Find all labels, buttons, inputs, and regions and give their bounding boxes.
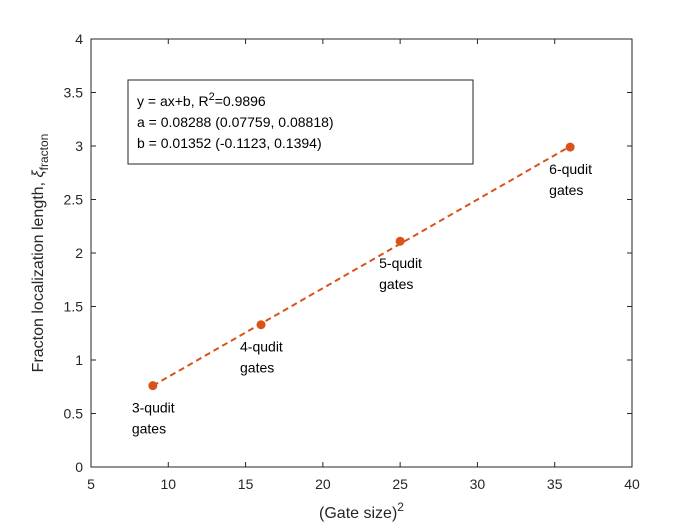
point-annotation-label: 6-qudit	[549, 161, 592, 177]
x-axis-label-superscript: 2	[397, 500, 404, 514]
data-point	[148, 381, 158, 391]
y-tick-label: 1.5	[64, 299, 84, 315]
y-axis-ticks: 0 0.5 1 1.5 2 2.5 3 3.5 4	[64, 31, 632, 475]
y-axis-label-subscript: fracton	[37, 134, 51, 171]
fit-info-line: y = ax+b, R2=0.9896	[137, 91, 266, 109]
point-annotation-label: gates	[240, 360, 274, 376]
fit-info-box: y = ax+b, R2=0.9896 a = 0.08288 (0.07759,…	[127, 79, 474, 165]
fit-info-line-suffix: =0.9896	[215, 93, 266, 109]
fit-info-line-text: a = 0.08288 (0.07759, 0.08818)	[137, 114, 334, 130]
y-tick-label: 2.5	[64, 192, 84, 208]
y-axis-label: Fracton localization length, ξfracton	[30, 134, 51, 373]
fit-info-box-frame	[127, 79, 474, 165]
y-tick-label: 0	[75, 459, 83, 475]
x-axis-label: (Gate size)2	[319, 500, 404, 522]
y-tick-label: 4	[75, 31, 83, 47]
point-annotation-label: 5-qudit	[379, 255, 422, 271]
data-point	[395, 236, 405, 246]
x-axis-label-main: (Gate size)	[319, 505, 397, 522]
point-annotation-label: 4-qudit	[240, 339, 283, 355]
y-tick-label: 3	[75, 138, 83, 154]
x-axis-ticks: 5 10 15 20 25 30 35 40	[87, 39, 640, 492]
point-annotation-label: gates	[132, 421, 166, 437]
x-tick-label: 20	[315, 476, 331, 492]
fit-info-line-text: y = ax+b, R	[137, 93, 209, 109]
y-axis-label-symbol: ξ	[30, 170, 47, 178]
fit-info-superscript: 2	[209, 91, 215, 103]
fit-info-line: a = 0.08288 (0.07759, 0.08818)	[137, 114, 334, 130]
y-tick-label: 1	[75, 352, 83, 368]
x-tick-label: 5	[87, 476, 95, 492]
x-tick-label: 40	[624, 476, 640, 492]
x-tick-label: 25	[392, 476, 408, 492]
fit-info-line: b = 0.01352 (-0.1123, 0.1394)	[137, 135, 322, 151]
y-tick-label: 0.5	[64, 406, 84, 422]
x-tick-label: 15	[238, 476, 254, 492]
fit-info-text-lines: y = ax+b, R2=0.9896 a = 0.08288 (0.07759,…	[137, 91, 334, 151]
fit-info-line-text: b = 0.01352 (-0.1123, 0.1394)	[137, 135, 322, 151]
fit-line	[152, 145, 571, 387]
data-points-group	[148, 142, 575, 391]
point-annotations-group: 3-qudit gates 4-qudit gates 5-qudit gates 6-qu…	[132, 161, 592, 437]
y-axis-label-main: Fracton localization length,	[30, 178, 47, 373]
y-tick-label: 3.5	[64, 85, 84, 101]
point-annotation-label: 3-qudit	[132, 400, 175, 416]
y-tick-label: 2	[75, 245, 83, 261]
data-point	[565, 142, 575, 152]
point-annotation-label: gates	[549, 182, 583, 198]
x-tick-label: 35	[547, 476, 563, 492]
data-point	[256, 320, 266, 330]
x-tick-label: 30	[470, 476, 486, 492]
x-tick-label: 10	[160, 476, 176, 492]
point-annotation-label: gates	[379, 276, 413, 292]
fit-line-group	[152, 145, 571, 387]
